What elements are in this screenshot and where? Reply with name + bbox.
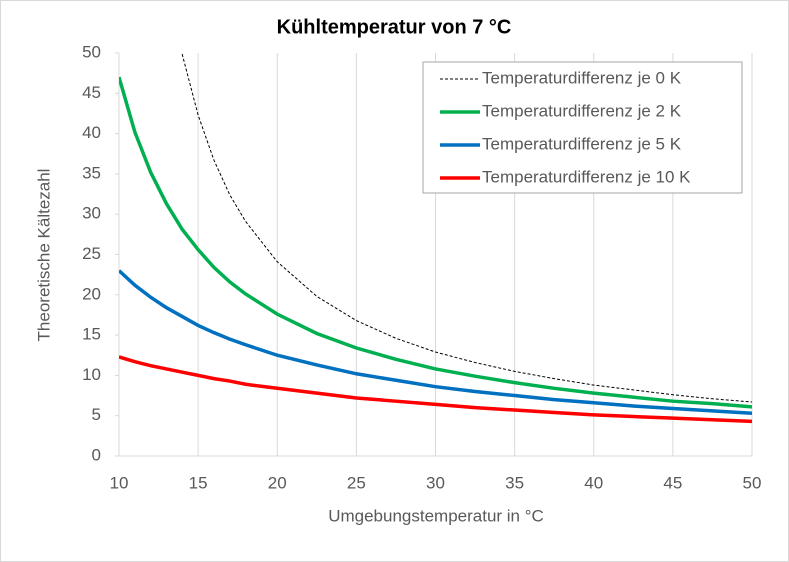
- series-line: [119, 269, 752, 416]
- y-tick-label: 25: [82, 244, 101, 263]
- legend-box: [422, 61, 743, 194]
- x-tick-label: 15: [189, 473, 208, 492]
- x-tick-label: 35: [505, 473, 524, 492]
- legend-label: Temperaturdifferenz je 5 K: [482, 134, 682, 153]
- chart-title: Kühltemperatur von 7 °C: [277, 16, 512, 38]
- legend-label: Temperaturdifferenz je 10 K: [482, 167, 691, 186]
- series-line: [119, 76, 752, 409]
- x-tick-label: 10: [110, 473, 129, 492]
- x-tick-label: 20: [268, 473, 287, 492]
- y-tick-label: 0: [92, 445, 101, 464]
- y-tick-label: 50: [82, 42, 101, 61]
- y-tick-label: 40: [82, 123, 101, 142]
- x-tick-label: 50: [743, 473, 762, 492]
- x-tick-label: 45: [663, 473, 682, 492]
- y-tick-label: 35: [82, 163, 101, 182]
- plot-area: [119, 53, 752, 424]
- x-tick-label: 25: [347, 473, 366, 492]
- x-tick-label: 30: [426, 473, 445, 492]
- y-axis-label: Theoretische Kältezahl: [34, 169, 53, 342]
- y-tick-label: 5: [92, 405, 101, 424]
- y-tick-label: 10: [82, 365, 101, 384]
- series-line: [181, 53, 752, 403]
- series-line: [119, 355, 752, 424]
- legend-label: Temperaturdifferenz je 2 K: [482, 101, 682, 120]
- y-tick-label: 15: [82, 325, 101, 344]
- legend-label: Temperaturdifferenz je 0 K: [482, 68, 682, 87]
- y-tick-label: 45: [82, 83, 101, 102]
- y-tick-label: 20: [82, 284, 101, 303]
- x-tick-label: 40: [584, 473, 603, 492]
- x-axis-label: Umgebungstemperatur in °C: [328, 506, 544, 525]
- y-tick-label: 30: [82, 204, 101, 223]
